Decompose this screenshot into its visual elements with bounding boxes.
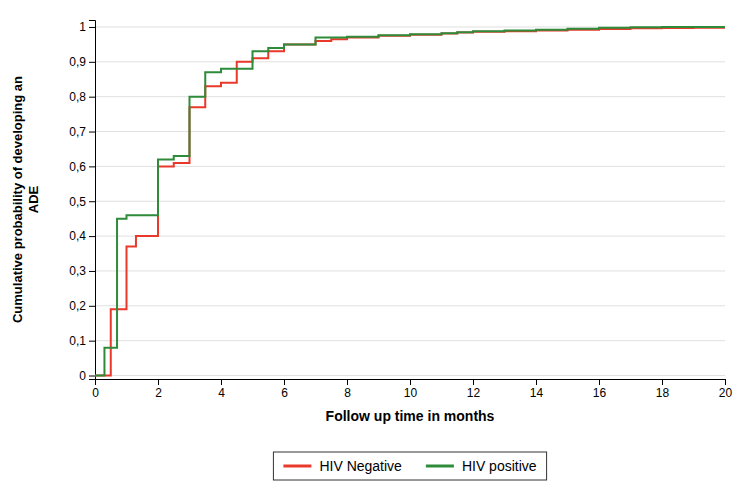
tick: 0,8 <box>69 90 95 104</box>
tick-label: 14 <box>530 386 544 400</box>
tick-label: 0 <box>79 369 86 383</box>
tick: 0,2 <box>69 299 95 313</box>
tick-mark <box>89 376 95 377</box>
tick: 10 <box>404 379 418 400</box>
tick-mark <box>89 132 95 133</box>
tick-mark <box>89 97 95 98</box>
tick-mark <box>89 62 95 63</box>
tick: 16 <box>593 379 607 400</box>
tick: 12 <box>467 379 481 400</box>
plot-area <box>95 27 725 376</box>
grid-line <box>95 340 725 341</box>
tick-mark <box>89 271 95 272</box>
tick-mark <box>473 379 474 385</box>
series-line <box>95 27 725 376</box>
y-axis: 0 0,1 0,2 0,3 0,4 0,5 0,6 0,7 0,8 0,9 1 <box>69 20 95 383</box>
tick-label: 8 <box>344 386 351 400</box>
tick: 18 <box>656 379 670 400</box>
tick-mark <box>347 379 348 385</box>
tick-label: 16 <box>593 386 607 400</box>
tick: 0,7 <box>69 125 95 139</box>
tick-label: 0,2 <box>69 299 86 313</box>
tick: 0,9 <box>69 55 95 69</box>
tick-mark <box>89 236 95 237</box>
tick-label: 18 <box>656 386 670 400</box>
legend-label: HIV Negative <box>319 458 402 474</box>
series-line <box>95 28 725 376</box>
tick-label: 0,3 <box>69 264 86 278</box>
tick-label: 0,1 <box>69 334 86 348</box>
grid-line <box>95 166 725 167</box>
tick-mark <box>725 379 726 385</box>
tick-label: 0,8 <box>69 90 86 104</box>
tick-label: 12 <box>467 386 481 400</box>
tick-mark <box>158 379 159 385</box>
axis-line <box>89 21 96 380</box>
x-axis: 0 2 4 6 8 10 12 14 16 18 20 <box>92 379 732 400</box>
tick-mark <box>89 201 95 202</box>
legend-swatch <box>283 465 311 468</box>
axis-line <box>96 380 726 386</box>
grid-line <box>95 270 725 271</box>
tick-label: 4 <box>218 386 225 400</box>
tick-label: 0,5 <box>69 195 86 209</box>
tick-mark <box>89 166 95 167</box>
tick-mark <box>89 306 95 307</box>
tick-mark <box>599 379 600 385</box>
tick-label: 6 <box>281 386 288 400</box>
legend: HIV Negative HIV positive <box>273 452 546 480</box>
tick: 1 <box>79 20 95 34</box>
tick: 0,6 <box>69 160 95 174</box>
legend-swatch <box>426 465 454 468</box>
tick-mark <box>536 379 537 385</box>
y-axis-title: Cumulative probability of developing anA… <box>10 76 41 323</box>
tick-mark <box>662 379 663 385</box>
tick-label: 2 <box>155 386 162 400</box>
tick: 0 <box>92 379 99 400</box>
tick-label: 10 <box>404 386 418 400</box>
tick-label: 0,7 <box>69 125 86 139</box>
grid-line <box>95 236 725 237</box>
tick: 0,1 <box>69 334 95 348</box>
tick-mark <box>89 341 95 342</box>
tick: 0,4 <box>69 229 95 243</box>
legend-frame <box>273 452 546 480</box>
tick: 8 <box>344 379 351 400</box>
tick-mark <box>284 379 285 385</box>
tick: 4 <box>218 379 225 400</box>
legend-label: HIV positive <box>462 458 537 474</box>
tick: 6 <box>281 379 288 400</box>
grid-line <box>95 375 725 376</box>
tick-mark <box>221 379 222 385</box>
tick: 14 <box>530 379 544 400</box>
tick-label: 20 <box>719 386 733 400</box>
tick-label: 0,9 <box>69 55 86 69</box>
tick: 0 <box>79 369 95 383</box>
tick-label: 0 <box>92 386 99 400</box>
legend-item: HIV Negative <box>283 458 402 474</box>
tick: 2 <box>155 379 162 400</box>
tick-label: 0,4 <box>69 229 86 243</box>
tick: 20 <box>719 379 733 400</box>
grid-line <box>95 305 725 306</box>
chart: 0246810121416182000,10,20,30,40,50,60,70… <box>0 0 750 494</box>
tick-label: 1 <box>79 20 86 34</box>
tick-mark <box>410 379 411 385</box>
tick-label: 0,6 <box>69 160 86 174</box>
tick-mark <box>89 27 95 28</box>
tick: 0,5 <box>69 195 95 209</box>
grid <box>95 27 725 376</box>
grid-line <box>95 61 725 62</box>
legend-item: HIV positive <box>426 458 537 474</box>
grid-line <box>95 201 725 202</box>
x-axis-title: Follow up time in months <box>326 408 495 424</box>
tick: 0,3 <box>69 264 95 278</box>
